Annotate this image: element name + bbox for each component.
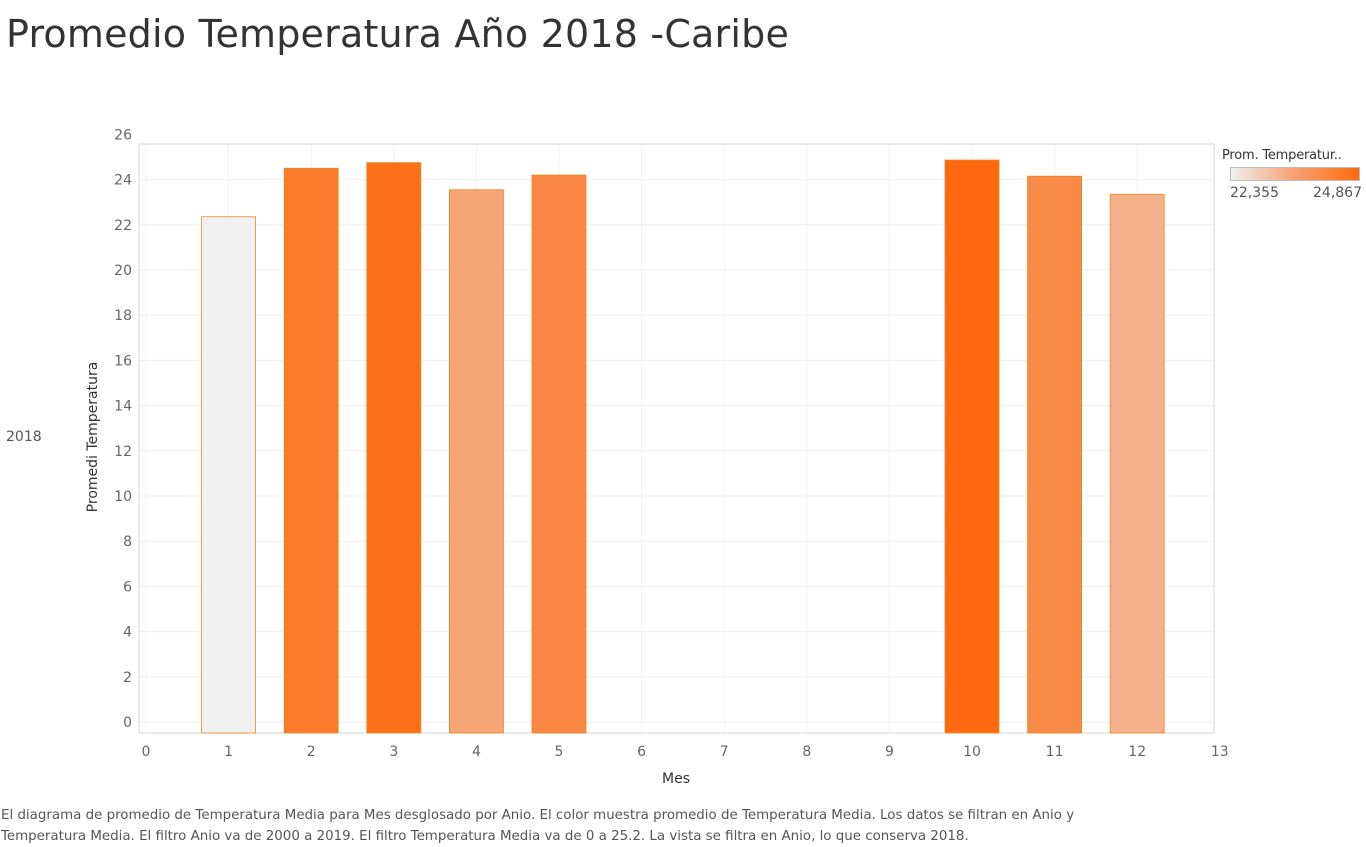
bar-mes-12[interactable]: [1109, 193, 1165, 734]
y-tick-label: 2: [123, 670, 132, 686]
x-tick-label: 2: [307, 744, 316, 760]
legend-labels: 22,355 24,867: [1222, 185, 1362, 203]
bar-mes-10[interactable]: [944, 159, 1000, 734]
bar-mes-1[interactable]: [201, 216, 257, 734]
x-tick-label: 10: [963, 744, 981, 760]
bars-layer: [201, 159, 1165, 734]
bar-mes-11[interactable]: [1027, 175, 1082, 734]
x-tick-label: 4: [472, 744, 481, 760]
y-tick-label: 10: [114, 489, 132, 505]
legend-min-label: 22,355: [1230, 185, 1279, 201]
x-tick-label: 13: [1211, 744, 1229, 760]
x-tick-label: 6: [637, 744, 646, 760]
y-tick-label: 12: [114, 444, 132, 460]
legend-title: Prom. Temperatur..: [1222, 148, 1342, 163]
y-tick-label: 26: [114, 127, 132, 143]
legend-max-label: 24,867: [1313, 185, 1362, 201]
x-axis-ticks: 0 1 2 3 4 5 6 7 8 9 10 11 12 13: [142, 744, 1229, 760]
y-tick-label: 22: [114, 218, 132, 234]
plot-frame: [138, 143, 1215, 734]
legend-gradient: [1230, 167, 1360, 181]
row-header-year: 2018: [6, 429, 42, 445]
y-tick-label: 16: [114, 353, 132, 369]
x-tick-label: 1: [224, 744, 233, 760]
x-tick-label: 9: [885, 744, 894, 760]
y-tick-label: 4: [123, 625, 132, 641]
y-tick-label: 14: [114, 399, 132, 415]
x-tick-label: 5: [555, 744, 564, 760]
bar-mes-3[interactable]: [366, 162, 422, 734]
page-title: Promedio Temperatura Año 2018 -Caribe: [6, 12, 790, 56]
y-tick-label: 0: [123, 715, 132, 731]
bar-mes-5[interactable]: [531, 174, 587, 734]
x-tick-label: 8: [802, 744, 811, 760]
x-tick-label: 12: [1128, 744, 1146, 760]
x-axis-title: Mes: [662, 771, 690, 787]
y-tick-label: 18: [114, 308, 132, 324]
y-tick-label: 6: [123, 579, 132, 595]
x-tick-label: 0: [142, 744, 151, 760]
y-tick-label: 20: [114, 263, 132, 279]
chart-caption: El diagrama de promedio de Temperatura M…: [1, 808, 1075, 844]
x-tick-label: 3: [389, 744, 398, 760]
y-tick-label: 8: [123, 534, 132, 550]
bar-mes-2[interactable]: [283, 167, 339, 734]
x-tick-label: 11: [1046, 744, 1064, 760]
y-tick-label: 24: [114, 173, 132, 189]
x-tick-label: 7: [720, 744, 729, 760]
y-axis-title: Promedi Temperatura: [85, 362, 101, 513]
bar-mes-4[interactable]: [448, 189, 504, 734]
color-legend: Prom. Temperatur.. 22,355 24,867: [1222, 148, 1362, 203]
